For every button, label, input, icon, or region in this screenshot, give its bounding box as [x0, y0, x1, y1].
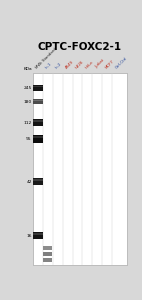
- Bar: [33, 100, 42, 101]
- Bar: [33, 73, 127, 265]
- Text: In-1: In-1: [45, 61, 53, 70]
- Bar: [33, 99, 42, 104]
- Text: A549: A549: [64, 60, 74, 70]
- Text: 112: 112: [24, 121, 32, 124]
- Text: 180: 180: [24, 100, 32, 104]
- Bar: [33, 179, 42, 181]
- Text: MWt Standard: MWt Standard: [35, 47, 57, 70]
- Text: 95: 95: [26, 137, 32, 141]
- Bar: [33, 86, 42, 87]
- Text: MCF7: MCF7: [104, 59, 115, 70]
- Bar: [43, 258, 52, 262]
- Text: HeLa: HeLa: [84, 60, 94, 70]
- Bar: [33, 120, 42, 122]
- Bar: [33, 85, 42, 91]
- Text: In-2: In-2: [55, 61, 63, 70]
- Text: KDa: KDa: [23, 68, 32, 71]
- Bar: [33, 136, 42, 138]
- Bar: [33, 233, 42, 235]
- Bar: [43, 246, 52, 250]
- Text: 16: 16: [26, 234, 32, 238]
- Bar: [33, 178, 42, 185]
- Text: H226: H226: [74, 59, 84, 70]
- Text: Ctrl-Ctrl: Ctrl-Ctrl: [115, 56, 128, 70]
- Bar: [33, 232, 42, 239]
- Text: 245: 245: [23, 86, 32, 90]
- Bar: [33, 135, 42, 143]
- Bar: [43, 252, 52, 256]
- Bar: [33, 119, 42, 126]
- Text: 42: 42: [26, 179, 32, 184]
- Text: Jurkat: Jurkat: [94, 59, 105, 70]
- Text: CPTC-FOXC2-1: CPTC-FOXC2-1: [37, 42, 121, 52]
